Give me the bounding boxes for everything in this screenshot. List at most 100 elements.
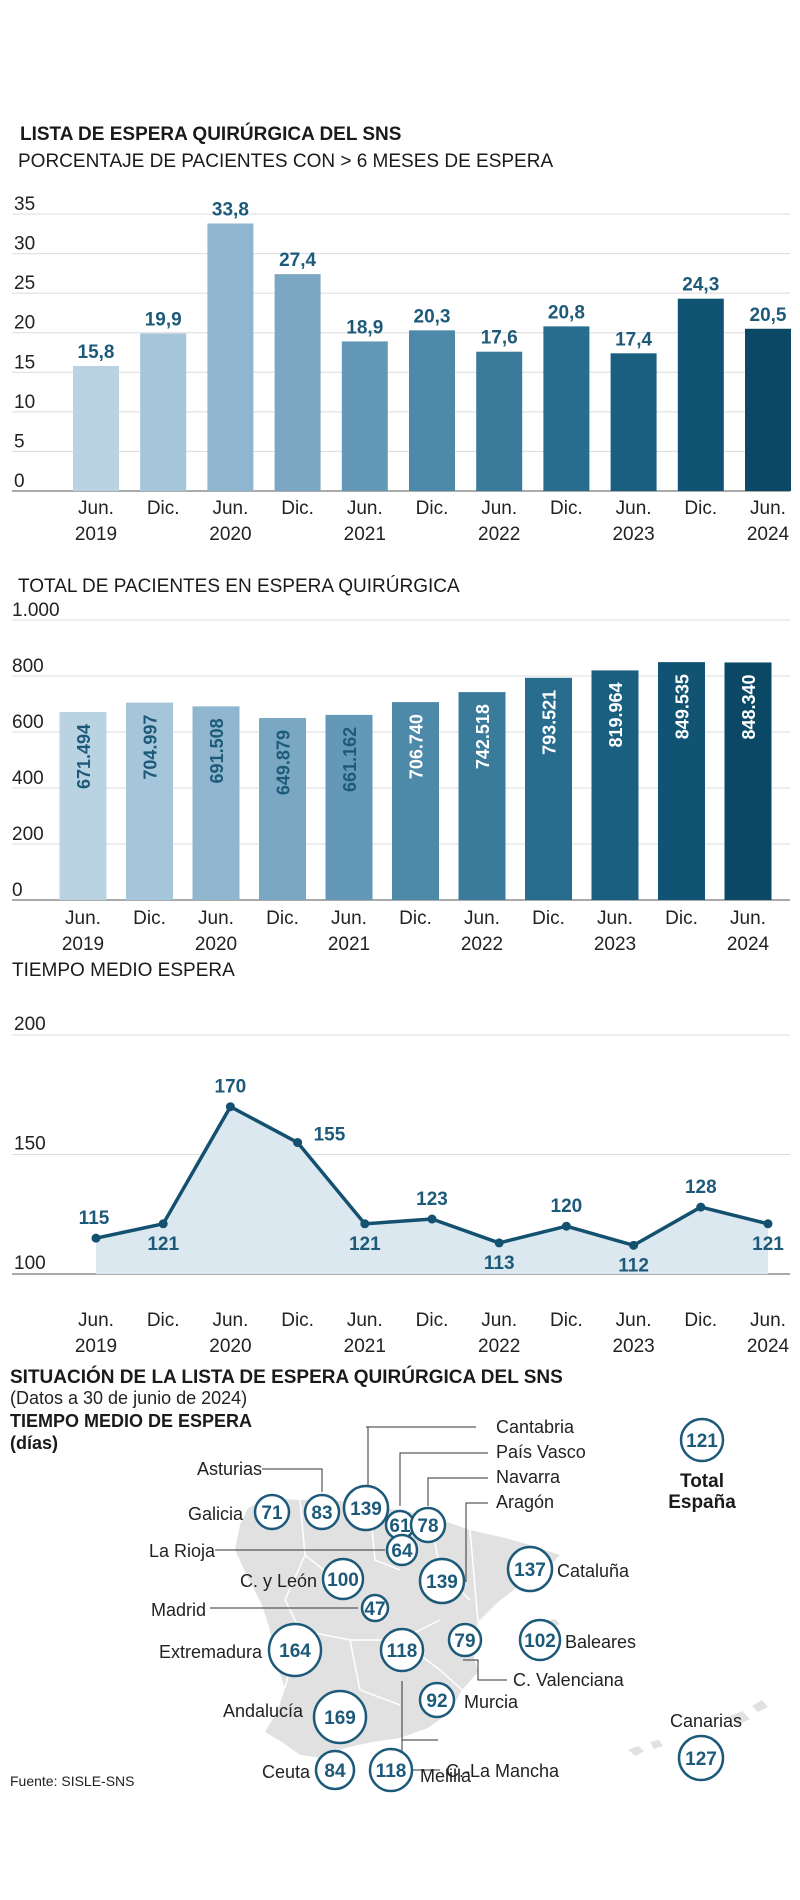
c3-point-0 [91,1233,101,1243]
value-país-vasco: 61 [389,1516,411,1537]
region-name-melilla: Melilla [420,1766,472,1786]
c2-x-year-10: 2024 [727,934,770,955]
chart1-title: LISTA DE ESPERA QUIRÚRGICA DEL SNS [20,123,401,145]
value-cataluña: 137 [514,1560,546,1581]
c2-x-month-6: Jun. [464,908,500,929]
c1-x-year-8: 2023 [612,524,654,545]
bubble-galicia [253,1493,291,1531]
region-name-extremadura: Extremadura [159,1642,263,1662]
value-c-y-león: 100 [327,1570,359,1591]
region-name-galicia: Galicia [188,1504,244,1524]
bubble-extremadura [267,1622,323,1678]
c2-x-month-7: Dic. [532,908,565,929]
c1-x-month-6: Jun. [481,498,517,519]
c2-x-year-8: 2023 [594,934,636,955]
c1-ytick-5: 25 [14,273,35,294]
value-baleares: 102 [524,1631,556,1652]
c3-x-month-7: Dic. [550,1310,583,1331]
c1-value-label-7: 20,8 [548,302,585,323]
value-navarra: 78 [417,1516,438,1537]
c2-bar-8 [591,670,639,900]
c3-point-7 [561,1221,571,1231]
c2-value-label-5: 706.740 [407,714,427,779]
c2-x-month-9: Dic. [665,908,698,929]
bubble-la-rioja [385,1533,419,1567]
c3-point-10 [763,1219,773,1229]
c1-x-month-1: Dic. [147,498,180,519]
c2-x-year-2: 2020 [195,934,237,955]
c2-x-year-0: 2019 [62,934,104,955]
c2-bar-9 [658,662,705,900]
c3-point-5 [427,1214,437,1224]
map-legend-title: TIEMPO MEDIO DE ESPERA [10,1411,252,1431]
c2-ytick-2: 400 [12,768,44,789]
c2-value-label-1: 704.997 [141,715,161,780]
c1-x-month-4: Jun. [347,498,383,519]
c1-bar-10 [745,328,791,491]
c2-bar-2 [192,706,240,900]
bubble-murcia [418,1681,456,1719]
bubble-canarias [677,1734,725,1782]
bubble-asturias [303,1493,341,1531]
c3-x-month-6: Jun. [481,1310,517,1331]
c2-bar-4 [325,714,373,900]
c1-value-label-8: 17,4 [615,329,652,350]
c1-ytick-2: 10 [14,392,35,413]
value-c-la-mancha: 118 [387,1641,418,1662]
c3-area-fill [96,1106,768,1274]
c3-value-label-7: 120 [551,1196,583,1217]
c3-x-month-9: Dic. [684,1310,717,1331]
c3-x-year-2: 2020 [209,1336,251,1357]
c1-ytick-3: 15 [14,352,35,373]
c2-x-month-4: Jun. [331,908,367,929]
c1-x-year-4: 2021 [344,524,386,545]
c2-x-month-8: Jun. [597,908,633,929]
c1-x-month-8: Jun. [616,498,652,519]
c3-point-9 [696,1202,706,1212]
c1-x-month-2: Jun. [212,498,248,519]
c1-ytick-0: 0 [14,471,25,492]
map-subtitle: (Datos a 30 de junio de 2024) [10,1388,247,1408]
region-name-cataluña: Cataluña [557,1561,630,1581]
value-canarias: 127 [685,1749,717,1770]
bubble-navarra [409,1506,447,1544]
c2-ytick-5: 1.000 [12,600,60,621]
c2-x-month-0: Jun. [65,908,101,929]
bubble-c-y-león [321,1557,365,1601]
c2-x-month-3: Dic. [266,908,299,929]
c2-value-label-6: 742.518 [473,704,493,769]
region-name-c-la-mancha: C.-La Mancha [446,1761,560,1781]
region-name-madrid: Madrid [151,1600,206,1620]
bubble-baleares [518,1618,562,1662]
bubble-madrid [360,1593,390,1623]
c2-ytick-4: 800 [12,656,44,677]
bubble-c-valenciana [447,1622,483,1658]
c3-value-label-5: 123 [416,1189,448,1210]
bubble-cantabria [342,1484,390,1532]
region-name-asturias: Asturias [197,1459,262,1479]
region-name-baleares: Baleares [565,1632,636,1652]
c3-x-month-5: Dic. [416,1310,449,1331]
c1-ytick-1: 5 [14,431,25,452]
region-name-aragón: Aragón [496,1492,554,1512]
c1-value-label-9: 24,3 [682,275,719,296]
c2-ytick-1: 200 [12,824,44,845]
value-murcia: 92 [426,1691,447,1712]
bubble-ceuta [314,1749,356,1791]
c2-bar-6 [458,692,506,900]
c3-value-label-10: 121 [752,1234,784,1255]
c2-bar-7 [525,677,572,900]
region-name-murcia: Murcia [464,1692,519,1712]
c1-x-month-0: Jun. [78,498,114,519]
c2-x-year-4: 2021 [328,934,370,955]
c2-bar-1 [126,702,173,900]
c3-x-month-10: Jun. [750,1310,786,1331]
total-spain-bubble [679,1417,725,1463]
c2-ytick-3: 600 [12,712,44,733]
c3-value-label-3: 155 [314,1125,346,1146]
c3-x-year-0: 2019 [75,1336,117,1357]
c1-ytick-6: 30 [14,234,35,255]
value-galicia: 71 [261,1503,283,1524]
c2-x-month-10: Jun. [730,908,766,929]
region-name-c-valenciana: C. Valenciana [513,1670,625,1690]
